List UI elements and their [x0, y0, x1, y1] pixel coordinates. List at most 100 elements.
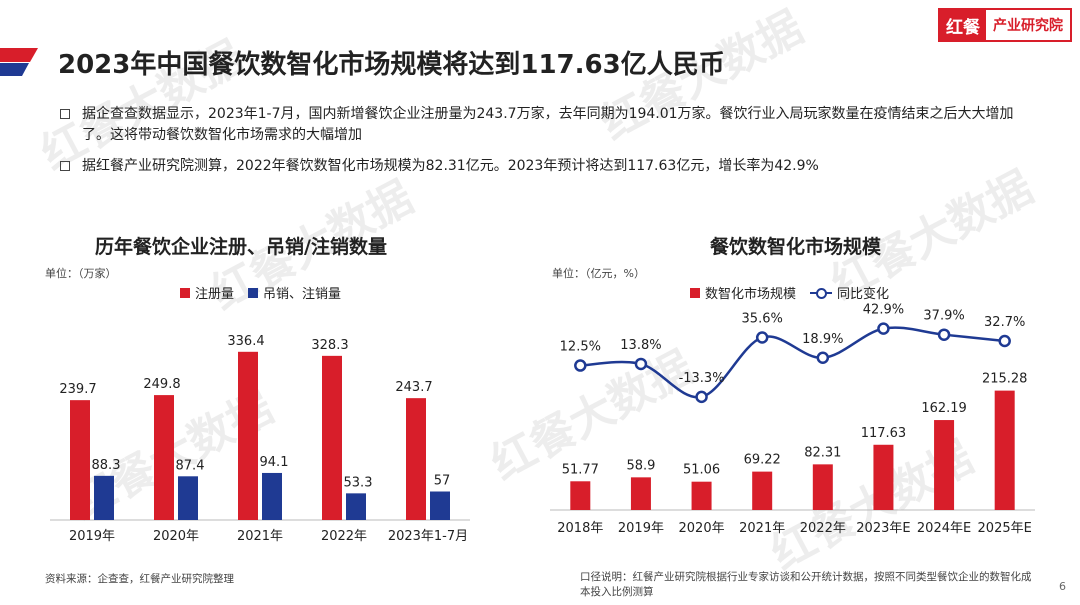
x-tick-label: 2021年: [739, 521, 785, 536]
yoy-label: 18.9%: [802, 332, 843, 347]
yoy-label: 42.9%: [863, 303, 904, 318]
legend-label: 同比变化: [837, 287, 890, 302]
yoy-label: 32.7%: [984, 315, 1025, 330]
bullet-item: 据红餐产业研究院测算，2022年餐饮数智化市场规模为82.31亿元。2023年预…: [60, 156, 1030, 177]
data-label: 249.8: [143, 377, 180, 392]
registrations-bar-chart: 239.7 88.3 2019年 249.8 87.4 2020年 336.4 94.1 202…: [50, 334, 470, 544]
methodology-note: 口径说明：红餐产业研究院根据行业专家访谈和公开统计数据，按照不同类型餐饮企业的数…: [580, 571, 1032, 598]
legend-registrations: 注册量 吊销、注销量: [180, 283, 355, 302]
legend-label: 吊销、注销量: [263, 287, 342, 302]
x-tick-label: 2018年: [557, 521, 603, 536]
bar-market-size: [691, 481, 712, 510]
data-label: 57: [434, 474, 451, 489]
data-label: 215.28: [982, 372, 1028, 387]
legend-item: 注册量: [180, 283, 234, 302]
yoy-change-line: [580, 326, 1005, 399]
data-label: 117.63: [861, 426, 907, 441]
data-label: 239.7: [59, 382, 96, 397]
yoy-point: [998, 334, 1011, 348]
yoy-point: [574, 359, 587, 372]
bar-market-size: [812, 464, 833, 510]
legend-swatch-blue: [248, 287, 259, 298]
x-tick-label: 2022年: [800, 521, 846, 536]
chart-title-registrations: 历年餐饮企业注册、吊销/注销数量: [95, 236, 387, 258]
data-label: 51.06: [683, 463, 720, 478]
unit-label-market-size: 单位：（亿元，%）: [552, 267, 645, 280]
bar-cancellations: [178, 476, 198, 520]
x-tick-label: 2019年: [618, 521, 664, 536]
legend-swatch-red: [180, 287, 190, 298]
bar-registrations: [238, 351, 258, 520]
bar-registrations: [70, 400, 90, 520]
bullet-text: 据红餐产业研究院测算，2022年餐饮数智化市场规模为82.31亿元。2023年预…: [82, 158, 819, 174]
x-tick-label: 2023年1-7月: [388, 529, 468, 544]
bar-market-size: [752, 471, 773, 510]
bar-cancellations: [94, 475, 114, 520]
yoy-point: [937, 328, 951, 341]
legend-swatch-red: [690, 287, 700, 298]
data-label: 51.77: [562, 462, 599, 477]
bar-cancellations: [346, 493, 366, 520]
yoy-point: [695, 390, 708, 404]
market-size-combo-chart: 51.77 2018年 58.9 2019年 51.06 2020年 69.22 2021年 8…: [550, 303, 1035, 536]
square-bullet-icon: [60, 161, 70, 171]
legend-item: 数智化市场规模: [690, 283, 796, 302]
bar-market-size: [934, 420, 955, 510]
bar-registrations: [406, 398, 426, 520]
data-label: 88.3: [92, 458, 121, 473]
data-label: 69.22: [744, 453, 781, 468]
yoy-label: 12.5%: [560, 340, 601, 355]
x-tick-label: 2024年E: [917, 521, 971, 536]
chart-title-market-size: 餐饮数智化市场规模: [710, 236, 882, 258]
brand-logo: 红餐 产业研究院: [938, 8, 1072, 42]
yoy-point: [755, 331, 769, 344]
data-label: 58.9: [626, 458, 655, 473]
data-label: 328.3: [311, 338, 348, 353]
legend-item: 吊销、注销量: [248, 283, 341, 302]
bar-market-size: [994, 390, 1015, 510]
x-tick-label: 2019年: [69, 529, 115, 544]
data-label: 94.1: [260, 455, 289, 470]
x-tick-label: 2020年: [679, 521, 725, 536]
bar-registrations: [154, 395, 174, 520]
legend-label: 数智化市场规模: [705, 287, 797, 302]
data-label: 162.19: [921, 401, 967, 416]
yoy-point: [816, 351, 830, 365]
legend-item: 同比变化: [810, 283, 889, 302]
x-tick-label: 2020年: [153, 529, 199, 544]
bar-registrations: [322, 355, 342, 520]
square-bullet-icon: [60, 109, 70, 119]
legend-label: 注册量: [195, 287, 235, 302]
yoy-label: 37.9%: [923, 309, 964, 324]
source-note: 资料来源：企查查，红餐产业研究院整理: [45, 573, 234, 585]
yoy-label: 35.6%: [742, 311, 783, 326]
bullet-text: 据企查查数据显示，2023年1-7月，国内新增餐饮企业注册量为243.7万家，去…: [82, 106, 1014, 143]
x-tick-label: 2021年: [237, 529, 283, 544]
unit-label-registrations: 单位：（万家）: [45, 267, 117, 280]
data-label: 53.3: [344, 475, 373, 490]
logo-mark: 红餐: [940, 10, 986, 40]
data-label: 336.4: [227, 334, 264, 349]
bar-market-size: [630, 477, 651, 510]
yoy-label: 13.8%: [620, 338, 661, 353]
legend-market-size: 数智化市场规模 同比变化: [690, 283, 903, 302]
yoy-point: [634, 357, 648, 371]
bullet-item: 据企查查数据显示，2023年1-7月，国内新增餐饮企业注册量为243.7万家，去…: [60, 104, 1030, 146]
x-tick-label: 2022年: [321, 529, 367, 544]
logo-text: 产业研究院: [986, 10, 1070, 40]
x-tick-label: 2025年E: [978, 521, 1032, 536]
title-accent-bar: [0, 48, 38, 76]
bullet-list: 据企查查数据显示，2023年1-7月，国内新增餐饮企业注册量为243.7万家，去…: [60, 104, 1030, 187]
bar-cancellations: [262, 472, 282, 520]
data-label: 82.31: [804, 445, 841, 460]
legend-line-marker-icon: [810, 287, 833, 299]
bar-market-size: [570, 481, 591, 510]
yoy-point: [877, 322, 890, 335]
bar-cancellations: [430, 491, 450, 520]
page-title: 2023年中国餐饮数智化市场规模将达到117.63亿人民币: [58, 50, 725, 80]
x-tick-label: 2023年E: [856, 521, 910, 536]
bar-market-size: [873, 444, 894, 510]
data-label: 243.7: [395, 380, 432, 395]
data-label: 87.4: [176, 458, 205, 473]
page-number: 6: [1059, 580, 1066, 593]
